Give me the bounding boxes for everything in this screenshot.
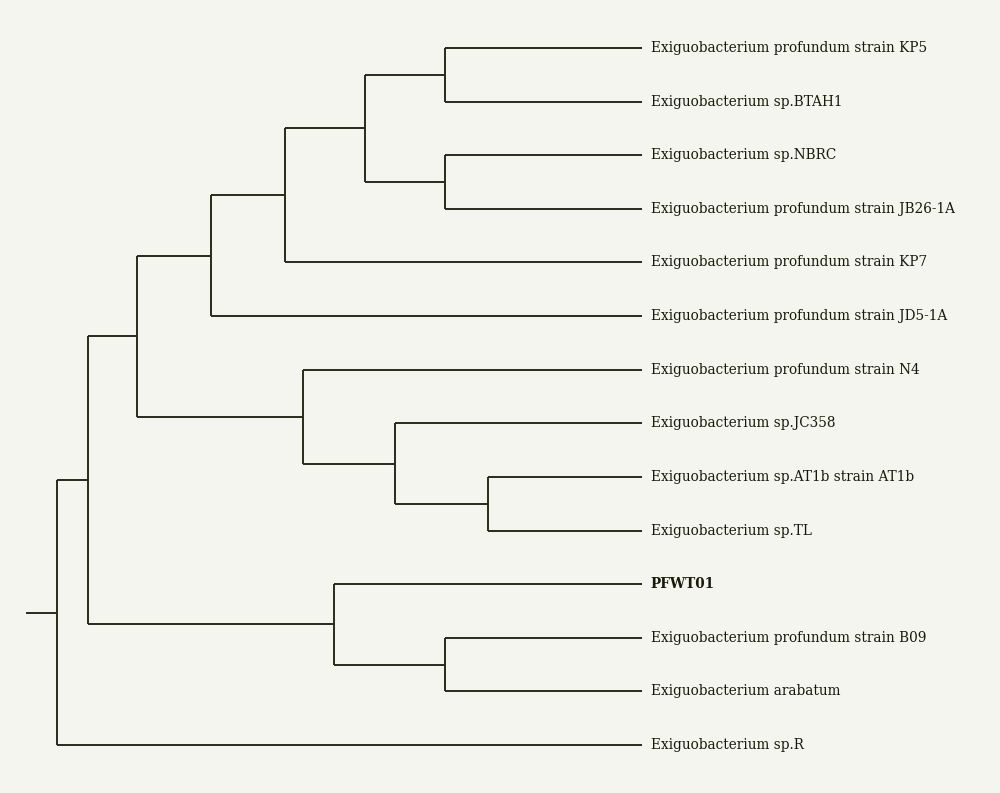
Text: Exiguobacterium profundum strain JD5-1A: Exiguobacterium profundum strain JD5-1A	[651, 309, 947, 323]
Text: Exiguobacterium sp.BTAH1: Exiguobacterium sp.BTAH1	[651, 94, 842, 109]
Text: Exiguobacterium profundum strain B09: Exiguobacterium profundum strain B09	[651, 630, 926, 645]
Text: PFWT01: PFWT01	[651, 577, 715, 591]
Text: Exiguobacterium sp.AT1b strain AT1b: Exiguobacterium sp.AT1b strain AT1b	[651, 470, 914, 484]
Text: Exiguobacterium sp.NBRC: Exiguobacterium sp.NBRC	[651, 148, 836, 163]
Text: Exiguobacterium profundum strain KP7: Exiguobacterium profundum strain KP7	[651, 255, 927, 270]
Text: Exiguobacterium sp.R: Exiguobacterium sp.R	[651, 738, 804, 752]
Text: Exiguobacterium arabatum: Exiguobacterium arabatum	[651, 684, 840, 699]
Text: Exiguobacterium profundum strain N4: Exiguobacterium profundum strain N4	[651, 362, 920, 377]
Text: Exiguobacterium profundum strain JB26-1A: Exiguobacterium profundum strain JB26-1A	[651, 202, 955, 216]
Text: Exiguobacterium sp.TL: Exiguobacterium sp.TL	[651, 523, 812, 538]
Text: Exiguobacterium profundum strain KP5: Exiguobacterium profundum strain KP5	[651, 41, 927, 55]
Text: Exiguobacterium sp.JC358: Exiguobacterium sp.JC358	[651, 416, 835, 431]
